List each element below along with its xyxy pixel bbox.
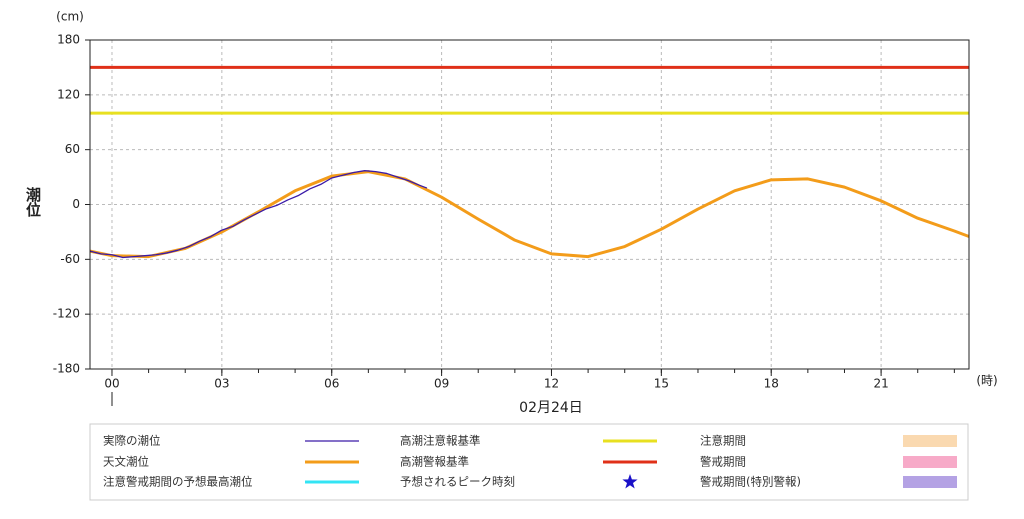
x-tick-label: 21 — [873, 377, 888, 391]
y-tick-label: -120 — [53, 307, 80, 321]
date-label: 02月24日 — [519, 400, 583, 416]
y-axis-title: 潮位 — [24, 186, 42, 217]
y-tick-label: 60 — [65, 142, 80, 156]
x-tick-label: 06 — [324, 377, 339, 391]
legend-label: 天文潮位 — [103, 455, 149, 469]
y-tick-label: 0 — [72, 197, 80, 211]
legend-label: 高潮注意報基準 — [400, 434, 481, 448]
y-tick-label: -60 — [60, 252, 80, 266]
y-tick-label: 120 — [57, 87, 80, 101]
legend-label: 予想されるピーク時刻 — [400, 475, 515, 489]
x-tick-label: 00 — [104, 377, 119, 391]
x-tick-label: 03 — [214, 377, 229, 391]
y-unit: (cm) — [56, 10, 84, 24]
legend-label: 実際の潮位 — [103, 434, 161, 448]
x-tick-label: 09 — [434, 377, 449, 391]
legend-label: 注意期間 — [700, 434, 746, 448]
y-tick-label: 180 — [57, 33, 80, 47]
legend-label: 注意警戒期間の予想最高潮位 — [103, 475, 253, 489]
legend-swatch — [903, 476, 957, 488]
legend-box — [89, 423, 969, 501]
legend-swatch — [903, 435, 957, 447]
legend-label: 高潮警報基準 — [400, 455, 469, 469]
plot-frame — [89, 39, 970, 370]
x-tick-label: 12 — [544, 377, 559, 391]
legend-label: 警戒期間(特別警報) — [700, 475, 801, 489]
legend-swatch — [622, 474, 638, 489]
x-tick-label: 15 — [654, 377, 669, 391]
legend-label: 警戒期間 — [700, 455, 746, 469]
x-unit: (時) — [976, 374, 997, 388]
y-tick-label: -180 — [53, 362, 80, 376]
tide-line — [89, 170, 428, 259]
x-tick-label: 18 — [764, 377, 779, 391]
legend-swatch — [903, 456, 957, 468]
